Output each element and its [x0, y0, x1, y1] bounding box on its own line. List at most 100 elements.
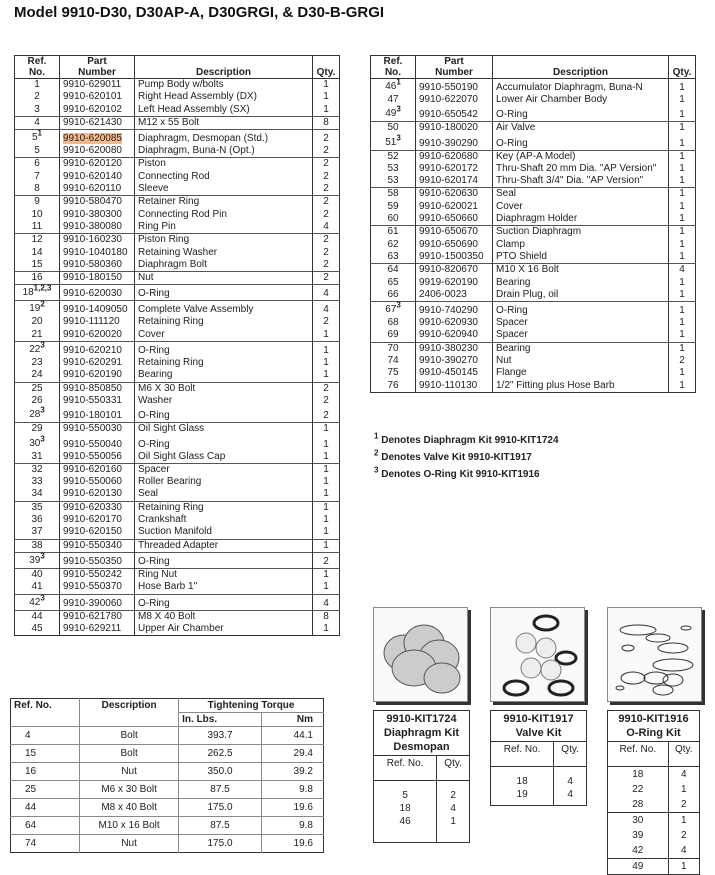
- table-row: 51 9910-620085 Diaphragm, Desmopan (Std.…: [14, 129, 340, 146]
- description: Hose Barb 1": [134, 581, 313, 594]
- ref-no: 35: [14, 500, 60, 515]
- kit-row: 18 19 4 4: [491, 766, 587, 806]
- ref-no: 64: [370, 263, 416, 277]
- part-number: 9919-620190: [415, 276, 493, 289]
- part-number: 9910-550056: [59, 450, 135, 464]
- qty: 1: [312, 514, 340, 527]
- ref-no: 23: [31, 357, 43, 369]
- part-number: 9910-550370: [59, 581, 135, 594]
- ref-no: 2: [34, 91, 40, 103]
- kit-title: 9910-KIT1917 Valve Kit: [490, 710, 587, 742]
- ref-no: 25: [10, 780, 80, 799]
- description: Suction Manifold: [134, 526, 313, 540]
- table-row: 423 9910-390060 O-Ring 4: [14, 593, 340, 610]
- ref-no: 63: [387, 250, 399, 262]
- diaphragm-kit-image: [373, 607, 468, 702]
- description: Spacer: [492, 317, 669, 330]
- col-header: Ref. No.: [490, 741, 554, 767]
- qty: 1: [312, 328, 340, 342]
- ref-no: 70: [370, 341, 416, 356]
- description: Flange: [492, 367, 669, 380]
- description: O-Ring: [134, 593, 313, 610]
- qty: 2: [312, 407, 340, 423]
- part-number: 9910-820670: [415, 263, 493, 277]
- part-number: 9910-1040180: [59, 246, 135, 259]
- part-number: 9910-620120: [59, 157, 135, 171]
- table-row: 32 9910-620160 Spacer 1: [14, 462, 340, 477]
- part-number: 9910-620021: [415, 200, 493, 214]
- table-row: 9 9910-580470 Retainer Ring 2: [14, 195, 340, 209]
- qty: 2: [312, 233, 340, 247]
- qty: 2: [312, 183, 340, 196]
- description: Threaded Adapter: [134, 538, 313, 553]
- qty: 8: [312, 115, 340, 130]
- ref-no: 34: [31, 488, 43, 500]
- col-header-ref: Ref. No.: [370, 55, 416, 79]
- qty: 1: [668, 250, 696, 264]
- qty: 2: [668, 355, 696, 368]
- part-number: 9910-620940: [415, 329, 493, 343]
- ref-no: 18 19: [516, 776, 528, 800]
- description: Piston Ring: [134, 233, 313, 247]
- description: Left Head Assembly (SX): [134, 103, 313, 117]
- description: Nut: [79, 762, 179, 781]
- table-row: 65 9919-620190 Bearing 1: [371, 276, 696, 289]
- qty: 1: [668, 175, 696, 188]
- qty: 1: [312, 500, 340, 515]
- qty: 1: [668, 121, 696, 135]
- ref-no: 18: [632, 769, 644, 780]
- nm: 9.8: [260, 816, 324, 835]
- table-row: 62 9910-650690 Clamp 1: [371, 238, 696, 251]
- col-header-description: Description: [134, 55, 313, 79]
- qty: 2: [312, 381, 340, 395]
- ref-no: 25: [14, 381, 60, 395]
- table-row: 7 9910-620140 Connecting Rod 2: [15, 170, 340, 184]
- table-row: 37 9910-620150 Suction Manifold 1: [15, 526, 340, 540]
- description: O-Ring: [134, 551, 313, 569]
- qty: 2: [312, 145, 340, 158]
- table-row: 52 9910-620680 Key (AP-A Model) 1: [370, 149, 696, 163]
- col-header-part: Part Number: [415, 55, 493, 79]
- nm: 19.6: [260, 798, 324, 817]
- table-row: 53 9910-620172 Thru-Shaft 20 mm Dia. "AP…: [371, 162, 696, 176]
- part-number: 9910-620291: [59, 357, 135, 370]
- qty: 1: [667, 812, 700, 828]
- qty: 1: [668, 288, 696, 302]
- ref-no: 1: [34, 79, 40, 90]
- ref-no: 42: [632, 845, 644, 856]
- ref-no: 15: [31, 258, 43, 270]
- part-number: 9910-620030: [59, 284, 135, 301]
- description: O-Ring: [492, 301, 669, 318]
- part-number: 9910-160230: [59, 233, 135, 247]
- part-number: 9910-650660: [415, 213, 493, 226]
- table-row: 14 9910-1040180 Retaining Washer 2: [15, 246, 340, 259]
- ref-no: 5 18 46: [399, 790, 411, 827]
- description: Bearing: [134, 369, 313, 383]
- part-number: 9910-380300: [59, 208, 135, 221]
- description: Retaining Ring: [134, 357, 313, 370]
- part-number: 9910-620102: [59, 103, 135, 117]
- part-number: 9910-550190: [415, 78, 493, 94]
- ref-no: 38: [14, 538, 60, 553]
- kit-row: 22 1: [608, 782, 700, 797]
- table-row: 223 9910-620210 O-Ring 1: [14, 341, 340, 358]
- description: M12 x 55 Bolt: [134, 115, 313, 130]
- description: Cover: [492, 200, 669, 214]
- col-header: Nm: [260, 712, 324, 727]
- part-number: 9910-629011: [59, 78, 135, 92]
- qty: 1: [312, 91, 340, 104]
- ref-no: 393: [14, 551, 60, 569]
- qty: 2: [312, 316, 340, 329]
- description: Key (AP-A Model): [492, 149, 669, 163]
- description: Thru-Shaft 20 mm Dia. "AP Version": [492, 162, 669, 176]
- kit-table: 9910-KIT1916 O-Ring Kit Ref. No. Qty. 18 4 22…: [607, 710, 700, 875]
- table-row: 75 9910-450145 Flange 1: [371, 367, 696, 380]
- table-row: 45 9910-629211 Upper Air Chamber 1: [15, 622, 340, 636]
- ref-no: 44: [14, 609, 60, 623]
- part-number: 9910-550030: [59, 422, 135, 436]
- part-number: 9910-580470: [59, 195, 135, 209]
- table-row: 69 9910-620940 Spacer 1: [371, 329, 696, 343]
- description: Nut: [134, 271, 313, 285]
- description: Lower Air Chamber Body: [492, 94, 669, 107]
